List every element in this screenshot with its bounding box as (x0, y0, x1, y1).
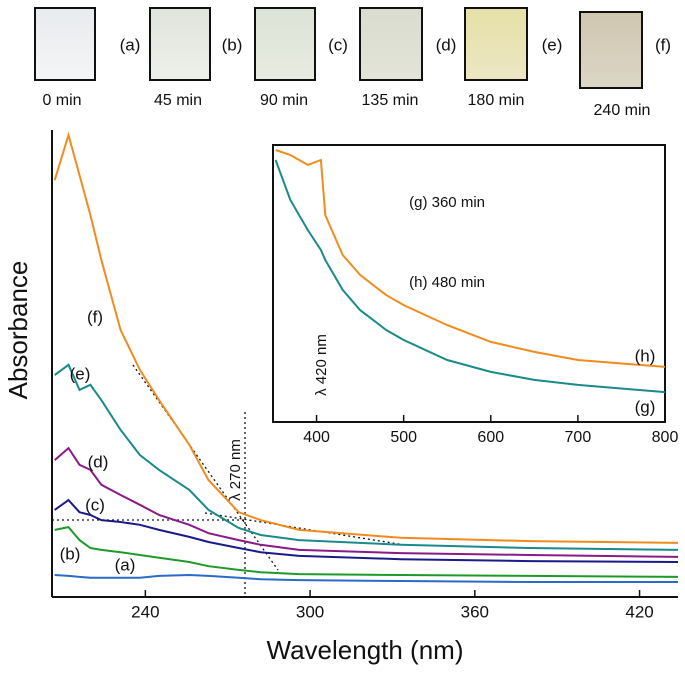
series-label: (h) (635, 346, 656, 365)
photo-time: 45 min (154, 92, 202, 109)
vial-photo (464, 7, 528, 81)
data-line (54, 526, 679, 578)
x-tick-label: 420 (625, 602, 653, 621)
vial-photo (579, 11, 643, 89)
series-label: (g) (635, 397, 656, 416)
photo-time: 90 min (260, 92, 308, 109)
x-axis-title: Wavelength (nm) (267, 635, 464, 665)
vial-photo (254, 7, 316, 81)
photo-letter: (b) (222, 35, 243, 54)
data-line (54, 498, 679, 563)
series-label: (a) (115, 555, 136, 574)
photo-time: 240 min (594, 102, 651, 119)
x-tick-label: 240 (131, 602, 159, 621)
series-label: (d) (88, 452, 109, 471)
series-label: (c) (85, 495, 105, 514)
series-label: (f) (87, 307, 103, 326)
series-label: (e) (70, 364, 91, 383)
photo-letter: (a) (120, 35, 141, 54)
vial-photos (34, 7, 643, 89)
photo-time: 180 min (468, 92, 525, 109)
x-tick-label: 360 (461, 602, 489, 621)
x-tick-label: 300 (296, 602, 324, 621)
data-line (54, 446, 679, 558)
photo-time: 135 min (362, 92, 419, 109)
annotation: λ 270 nm (227, 439, 244, 501)
x-tick-label: 500 (390, 429, 417, 446)
photo-time: 0 min (42, 92, 81, 109)
x-tick-label: 600 (477, 429, 504, 446)
photo-letter: (e) (542, 35, 563, 54)
tangent-line (204, 512, 406, 546)
photo-letter: (d) (436, 35, 457, 54)
x-tick-label: 800 (652, 429, 679, 446)
annotation: λ 420 nm (313, 334, 330, 396)
data-line (54, 573, 678, 583)
series-label: (b) (60, 544, 81, 563)
vial-photo (149, 7, 211, 81)
data-line (274, 159, 666, 394)
photo-letter: (c) (328, 35, 348, 54)
annotation: (h) 480 min (409, 274, 485, 291)
y-axis-title: Absorbance (3, 261, 33, 400)
vial-photo (359, 7, 423, 81)
tangent-line (132, 364, 279, 571)
data-line (54, 363, 679, 551)
vial-photo (34, 7, 96, 81)
x-tick-label: 700 (565, 429, 592, 446)
data-line (53, 131, 679, 544)
data-line (275, 149, 666, 368)
x-tick-label: 400 (303, 429, 330, 446)
annotation: (g) 360 min (409, 194, 485, 211)
photo-letter: (f) (655, 35, 671, 54)
